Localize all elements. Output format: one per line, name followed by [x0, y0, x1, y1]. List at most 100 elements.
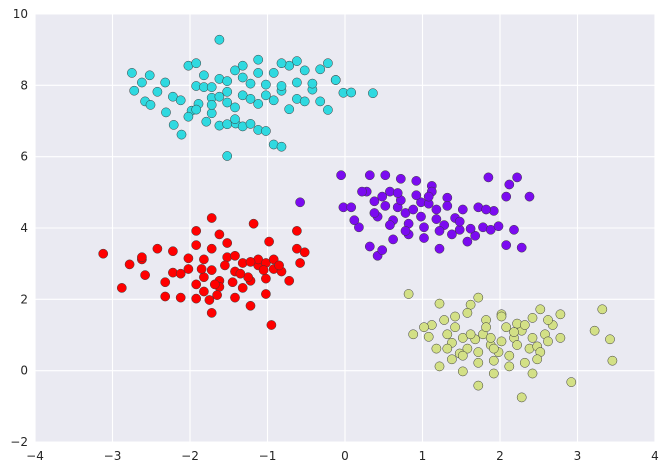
y-tick-label: 2	[20, 292, 28, 306]
data-point	[504, 350, 515, 361]
data-point	[473, 380, 484, 391]
data-point	[230, 250, 240, 261]
data-point	[354, 222, 364, 233]
data-point	[284, 275, 295, 286]
y-tick-label: 0	[20, 364, 28, 378]
data-point	[493, 221, 504, 232]
data-point	[346, 87, 357, 98]
data-point	[527, 333, 538, 343]
data-point	[261, 79, 271, 90]
data-point	[447, 229, 457, 240]
data-point	[274, 260, 284, 271]
data-point	[450, 311, 460, 322]
data-point	[392, 188, 403, 198]
data-point	[315, 96, 326, 107]
data-point	[416, 211, 426, 222]
data-point	[512, 172, 522, 183]
data-point	[419, 322, 429, 333]
data-point	[465, 223, 476, 234]
data-point	[253, 99, 264, 109]
data-point	[442, 192, 453, 203]
data-point	[403, 289, 414, 299]
x-tick-label: 2	[496, 449, 504, 463]
data-point	[307, 78, 318, 89]
data-point	[237, 72, 248, 83]
data-point	[597, 304, 608, 315]
data-point	[447, 354, 457, 365]
data-point	[292, 56, 302, 66]
data-point	[462, 308, 473, 318]
data-point	[388, 234, 398, 245]
data-point	[276, 81, 287, 91]
data-point	[442, 201, 453, 211]
data-point	[454, 224, 465, 235]
data-point	[457, 366, 468, 377]
data-point	[253, 68, 264, 78]
data-point	[245, 257, 256, 267]
data-point	[323, 58, 333, 69]
data-point	[450, 322, 460, 333]
data-point	[519, 357, 530, 368]
data-point	[605, 334, 615, 345]
data-point	[201, 116, 212, 127]
data-point	[434, 243, 445, 254]
data-point	[555, 333, 566, 343]
data-point	[237, 283, 248, 293]
data-point	[357, 186, 367, 197]
data-point	[175, 292, 186, 303]
data-point	[295, 258, 305, 268]
data-point	[235, 268, 246, 279]
data-point	[152, 243, 163, 254]
data-point	[199, 70, 209, 81]
data-point	[380, 201, 391, 211]
data-point	[137, 77, 147, 88]
x-tick-label: 1	[419, 449, 427, 463]
data-point	[248, 218, 259, 229]
data-point	[346, 202, 357, 213]
data-point	[261, 126, 271, 136]
data-point	[488, 343, 499, 354]
data-point	[214, 229, 225, 240]
grid-lines	[34, 13, 656, 443]
data-point	[349, 215, 360, 226]
data-point	[504, 179, 515, 190]
data-point	[191, 226, 202, 236]
data-point	[509, 327, 519, 337]
data-point	[408, 329, 419, 340]
data-point	[206, 213, 217, 223]
data-point	[237, 60, 248, 71]
data-point	[442, 343, 453, 354]
data-point	[431, 343, 442, 354]
data-point	[411, 190, 422, 201]
data-point	[284, 104, 295, 115]
x-tick-label: 4	[651, 449, 659, 463]
data-point	[191, 279, 202, 290]
data-point	[473, 357, 484, 368]
data-point	[191, 240, 202, 250]
y-tick-label: 4	[20, 221, 28, 235]
x-tick-label: 0	[341, 449, 349, 463]
data-point	[512, 340, 522, 350]
data-point	[419, 233, 429, 243]
data-point	[607, 355, 618, 366]
data-point	[264, 236, 274, 247]
data-point	[212, 290, 222, 300]
data-point	[485, 333, 496, 343]
data-point	[423, 331, 434, 342]
data-point	[98, 248, 109, 259]
data-point	[129, 85, 140, 96]
data-point	[470, 230, 481, 241]
data-point	[555, 309, 566, 320]
data-point	[191, 58, 202, 69]
data-point	[222, 76, 233, 86]
data-point	[473, 292, 484, 303]
data-point	[206, 265, 217, 275]
data-point	[457, 350, 468, 361]
data-point	[481, 322, 491, 333]
data-point	[292, 226, 302, 236]
data-point	[253, 54, 264, 65]
data-point	[364, 170, 375, 181]
data-point	[299, 247, 310, 258]
data-point	[408, 204, 419, 215]
